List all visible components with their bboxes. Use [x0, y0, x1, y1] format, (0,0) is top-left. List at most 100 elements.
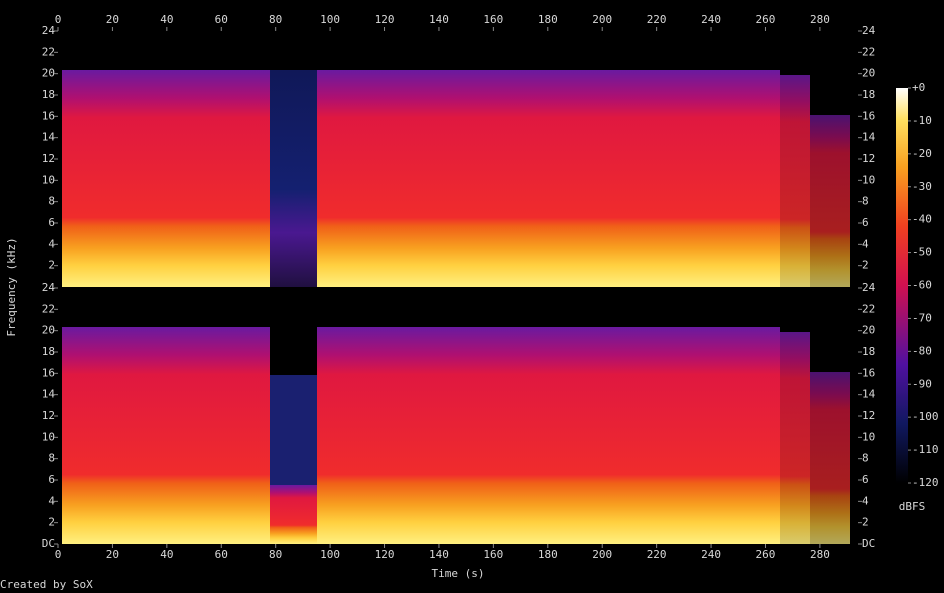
y-tick-label: 4 [48, 237, 55, 250]
colorbar-tick-label: +0 [912, 81, 925, 94]
x-tick-label: 200 [592, 13, 612, 26]
x-tick-label: 80 [269, 548, 282, 561]
y-tick-label: 10 [862, 430, 875, 443]
x-tick-label: 160 [483, 548, 503, 561]
x-tick-label: 20 [106, 548, 119, 561]
x-tick-label: 180 [538, 13, 558, 26]
x-tick-label: 80 [269, 13, 282, 26]
x-tick-label: 280 [810, 13, 830, 26]
channel-2-image [58, 288, 858, 544]
y-tick-label: 24 [862, 24, 876, 37]
y-tick-label: 18 [862, 345, 875, 358]
y-tick-label: 16 [42, 109, 55, 122]
y-tick-label: 22 [42, 45, 55, 58]
y-tick-label: DC [42, 537, 55, 550]
y-tick-label: 12 [862, 409, 875, 422]
y-tick-label: 20 [862, 324, 875, 337]
colorbar-tick-label: -110 [912, 443, 939, 456]
y-tick-label: 18 [862, 88, 875, 101]
colorbar-tick-label: -90 [912, 377, 932, 390]
x-tick-label: 0 [55, 13, 62, 26]
y-tick-label: 22 [42, 302, 55, 315]
y-tick-label: 18 [42, 345, 55, 358]
colorbar-tick-label: -60 [912, 279, 932, 292]
y-tick-label: 24 [42, 281, 56, 294]
x-tick-label: 220 [647, 548, 667, 561]
y-tick-label: DC [862, 537, 875, 550]
y-tick-label: 18 [42, 88, 55, 101]
y-tick-label: 6 [48, 473, 55, 486]
x-tick-label: 60 [215, 548, 228, 561]
y-tick-label: 8 [862, 452, 869, 465]
y-tick-label: 4 [862, 494, 869, 507]
colorbar-tick-label: -10 [912, 114, 932, 127]
y-tick-label: 10 [862, 173, 875, 186]
x-tick-label: 220 [647, 13, 667, 26]
colorbar-tick-label: -50 [912, 246, 932, 259]
x-axis-label: Time (s) [432, 567, 485, 580]
x-tick-label: 240 [701, 548, 721, 561]
y-tick-label: 2 [48, 516, 55, 529]
x-tick-label: 160 [483, 13, 503, 26]
y-tick-label: 6 [48, 216, 55, 229]
y-tick-label: 22 [862, 302, 875, 315]
x-tick-label: 240 [701, 13, 721, 26]
colorbar-tick-label: -70 [912, 311, 932, 324]
y-tick-label: 12 [862, 152, 875, 165]
colorbar-label: dBFS [899, 500, 926, 513]
y-axis-label: Frequency (kHz) [5, 237, 18, 336]
y-tick-label: 12 [42, 152, 55, 165]
colorbar-tick-label: -120 [912, 476, 939, 489]
y-tick-label: 22 [862, 45, 875, 58]
y-tick-label: 20 [862, 67, 875, 80]
y-tick-label: 8 [48, 195, 55, 208]
y-tick-label: 8 [862, 195, 869, 208]
y-tick-label: 4 [48, 494, 55, 507]
colorbar-tick-label: -40 [912, 213, 932, 226]
colorbar-tick-label: -30 [912, 180, 932, 193]
x-tick-label: 260 [756, 548, 776, 561]
y-tick-label: 16 [42, 366, 55, 379]
y-tick-label: 10 [42, 173, 55, 186]
x-tick-label: 180 [538, 548, 558, 561]
x-tick-label: 260 [756, 13, 776, 26]
y-tick-label: 20 [42, 324, 55, 337]
y-tick-label: 2 [862, 259, 869, 272]
y-tick-label: 6 [862, 473, 869, 486]
x-tick-label: 40 [160, 13, 173, 26]
x-tick-label: 120 [375, 548, 395, 561]
x-tick-label: 100 [320, 548, 340, 561]
y-tick-label: 6 [862, 216, 869, 229]
y-tick-label: 14 [862, 388, 876, 401]
x-tick-label: 280 [810, 548, 830, 561]
y-tick-label: 4 [862, 237, 869, 250]
channel-1-image [58, 31, 858, 287]
x-tick-label: 20 [106, 13, 119, 26]
colorbar-tick-label: -80 [912, 344, 932, 357]
y-tick-label: 16 [862, 366, 875, 379]
y-tick-label: 20 [42, 67, 55, 80]
x-tick-label: 140 [429, 13, 449, 26]
x-tick-label: 0 [55, 548, 62, 561]
y-tick-label: 16 [862, 109, 875, 122]
colorbar-tick-label: -20 [912, 147, 932, 160]
x-tick-label: 140 [429, 548, 449, 561]
y-tick-label: 14 [42, 388, 56, 401]
y-tick-label: 24 [862, 281, 876, 294]
y-tick-label: 24 [42, 24, 56, 37]
y-tick-label: 8 [48, 452, 55, 465]
x-tick-label: 100 [320, 13, 340, 26]
x-tick-label: 60 [215, 13, 228, 26]
y-tick-label: 10 [42, 430, 55, 443]
colorbar-tick-label: -100 [912, 410, 939, 423]
colorbar [896, 88, 908, 483]
x-tick-label: 120 [375, 13, 395, 26]
y-tick-label: 12 [42, 409, 55, 422]
y-tick-label: 14 [862, 131, 876, 144]
y-tick-label: 14 [42, 131, 56, 144]
x-tick-label: 200 [592, 548, 612, 561]
y-tick-label: 2 [862, 516, 869, 529]
x-tick-label: 40 [160, 548, 173, 561]
y-tick-label: 2 [48, 259, 55, 272]
